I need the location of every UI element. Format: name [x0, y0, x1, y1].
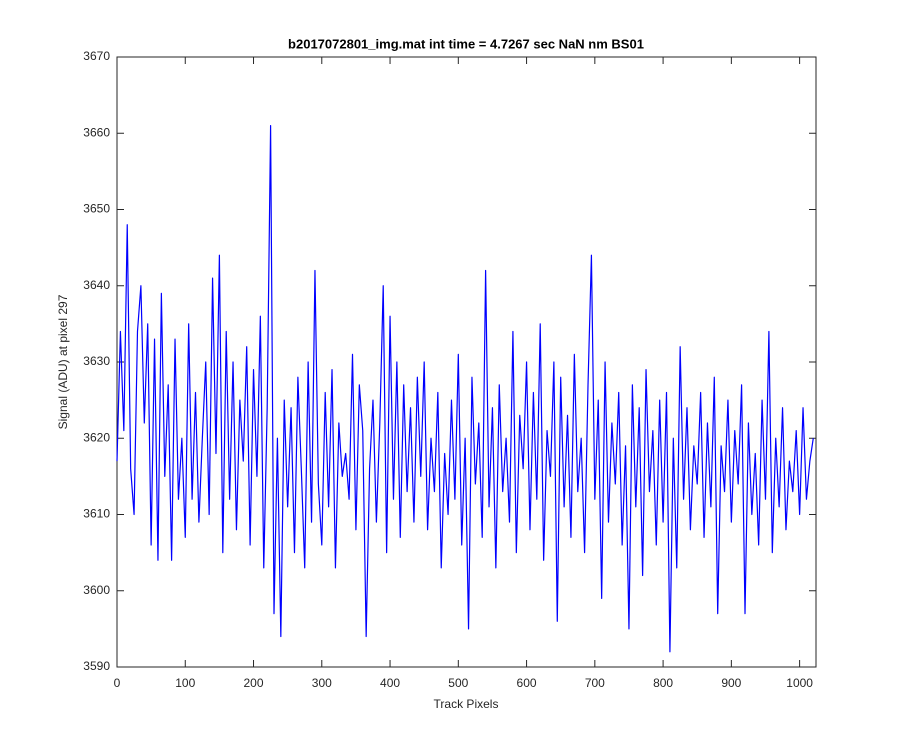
y-tick-label: 3650 — [83, 202, 110, 216]
x-tick-label: 800 — [653, 676, 673, 690]
x-tick-label: 200 — [244, 676, 264, 690]
x-tick-label: 500 — [448, 676, 468, 690]
data-line — [116, 125, 814, 653]
x-tick-label: 900 — [721, 676, 741, 690]
x-tick-label: 300 — [312, 676, 332, 690]
y-tick-label: 3630 — [83, 354, 110, 368]
x-tick-label: 600 — [517, 676, 537, 690]
y-tick-label: 3660 — [83, 125, 110, 139]
x-tick-label: 0 — [114, 676, 121, 690]
y-tick-label: 3640 — [83, 278, 110, 292]
x-tick-label: 1000 — [786, 676, 813, 690]
y-tick-label: 3600 — [83, 583, 110, 597]
y-tick-label: 3620 — [83, 430, 110, 444]
x-tick-label: 100 — [175, 676, 195, 690]
x-axis-label: Track Pixels — [434, 697, 499, 711]
chart-title: b2017072801_img.mat int time = 4.7267 se… — [288, 36, 644, 51]
y-axis-label: Signal (ADU) at pixel 297 — [56, 294, 70, 429]
x-tick-label: 700 — [585, 676, 605, 690]
y-tick-label: 3670 — [83, 49, 110, 63]
plot-frame — [116, 56, 817, 668]
y-tick-label: 3590 — [83, 659, 110, 673]
x-tick-label: 400 — [380, 676, 400, 690]
y-tick-label: 3610 — [83, 507, 110, 521]
